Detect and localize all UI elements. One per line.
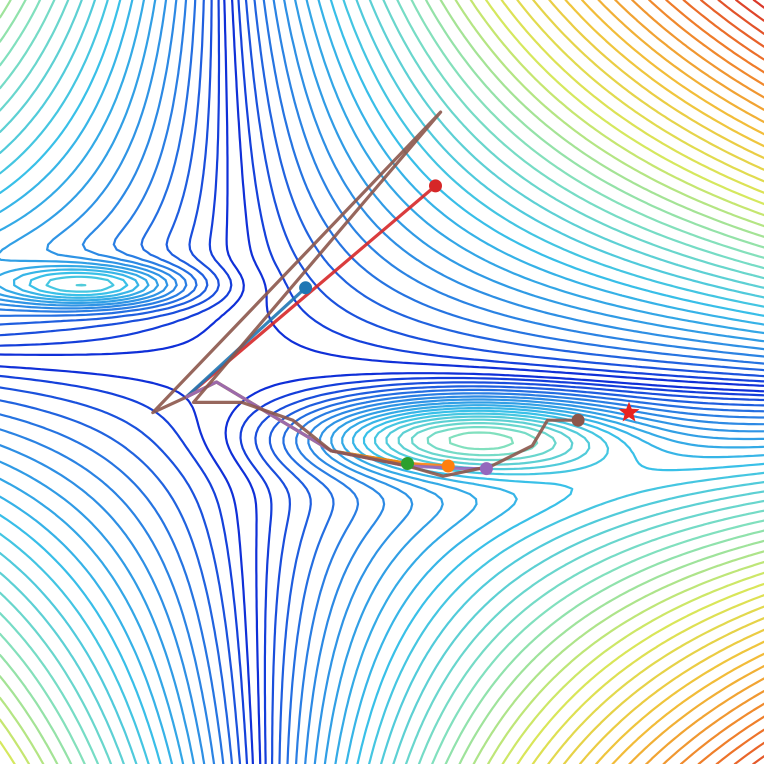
contour-line-71 — [715, 728, 764, 764]
contour-line-64 — [665, 0, 764, 74]
contour-line-74 — [752, 0, 764, 9]
contour-line-49 — [531, 594, 764, 764]
contour-line-62 — [648, 0, 764, 86]
trajectory-endpoint-1 — [299, 281, 313, 295]
contour-line-70 — [717, 0, 764, 35]
contour-line-47 — [516, 582, 764, 764]
trajectory-endpoint-5 — [571, 413, 585, 427]
contour-line-57 — [595, 640, 764, 764]
contour-line-51 — [547, 605, 764, 764]
contour-line-68 — [699, 0, 764, 48]
contour-line-46 — [516, 0, 764, 183]
endpoint-markers — [299, 179, 640, 476]
contour-line-43 — [487, 561, 764, 764]
contour-line-67 — [679, 702, 764, 764]
contour-line-44 — [500, 0, 764, 194]
contour-line-69 — [697, 715, 764, 764]
trajectory-endpoint-2 — [401, 457, 414, 470]
trajectory-endpoint-0 — [429, 179, 442, 193]
global-minimum-star — [618, 401, 640, 422]
contour-line-58 — [614, 0, 764, 111]
contour-line-59 — [611, 652, 764, 764]
contour-line-53 — [562, 617, 764, 764]
trajectory-endpoint-4 — [479, 462, 493, 476]
contour-line-61 — [628, 665, 764, 764]
contour-line-48 — [532, 0, 764, 171]
contour-line-41 — [472, 550, 764, 764]
contour-line-52 — [564, 0, 764, 148]
contour-line-73 — [733, 741, 764, 764]
trajectory-5 — [151, 110, 579, 478]
contour-line-66 — [682, 0, 764, 61]
contour-line-54 — [581, 0, 764, 136]
contour-line-65 — [662, 690, 764, 764]
contour-line-45 — [501, 571, 764, 764]
trajectory-endpoint-3 — [441, 459, 455, 473]
contour-line-56 — [597, 0, 764, 124]
